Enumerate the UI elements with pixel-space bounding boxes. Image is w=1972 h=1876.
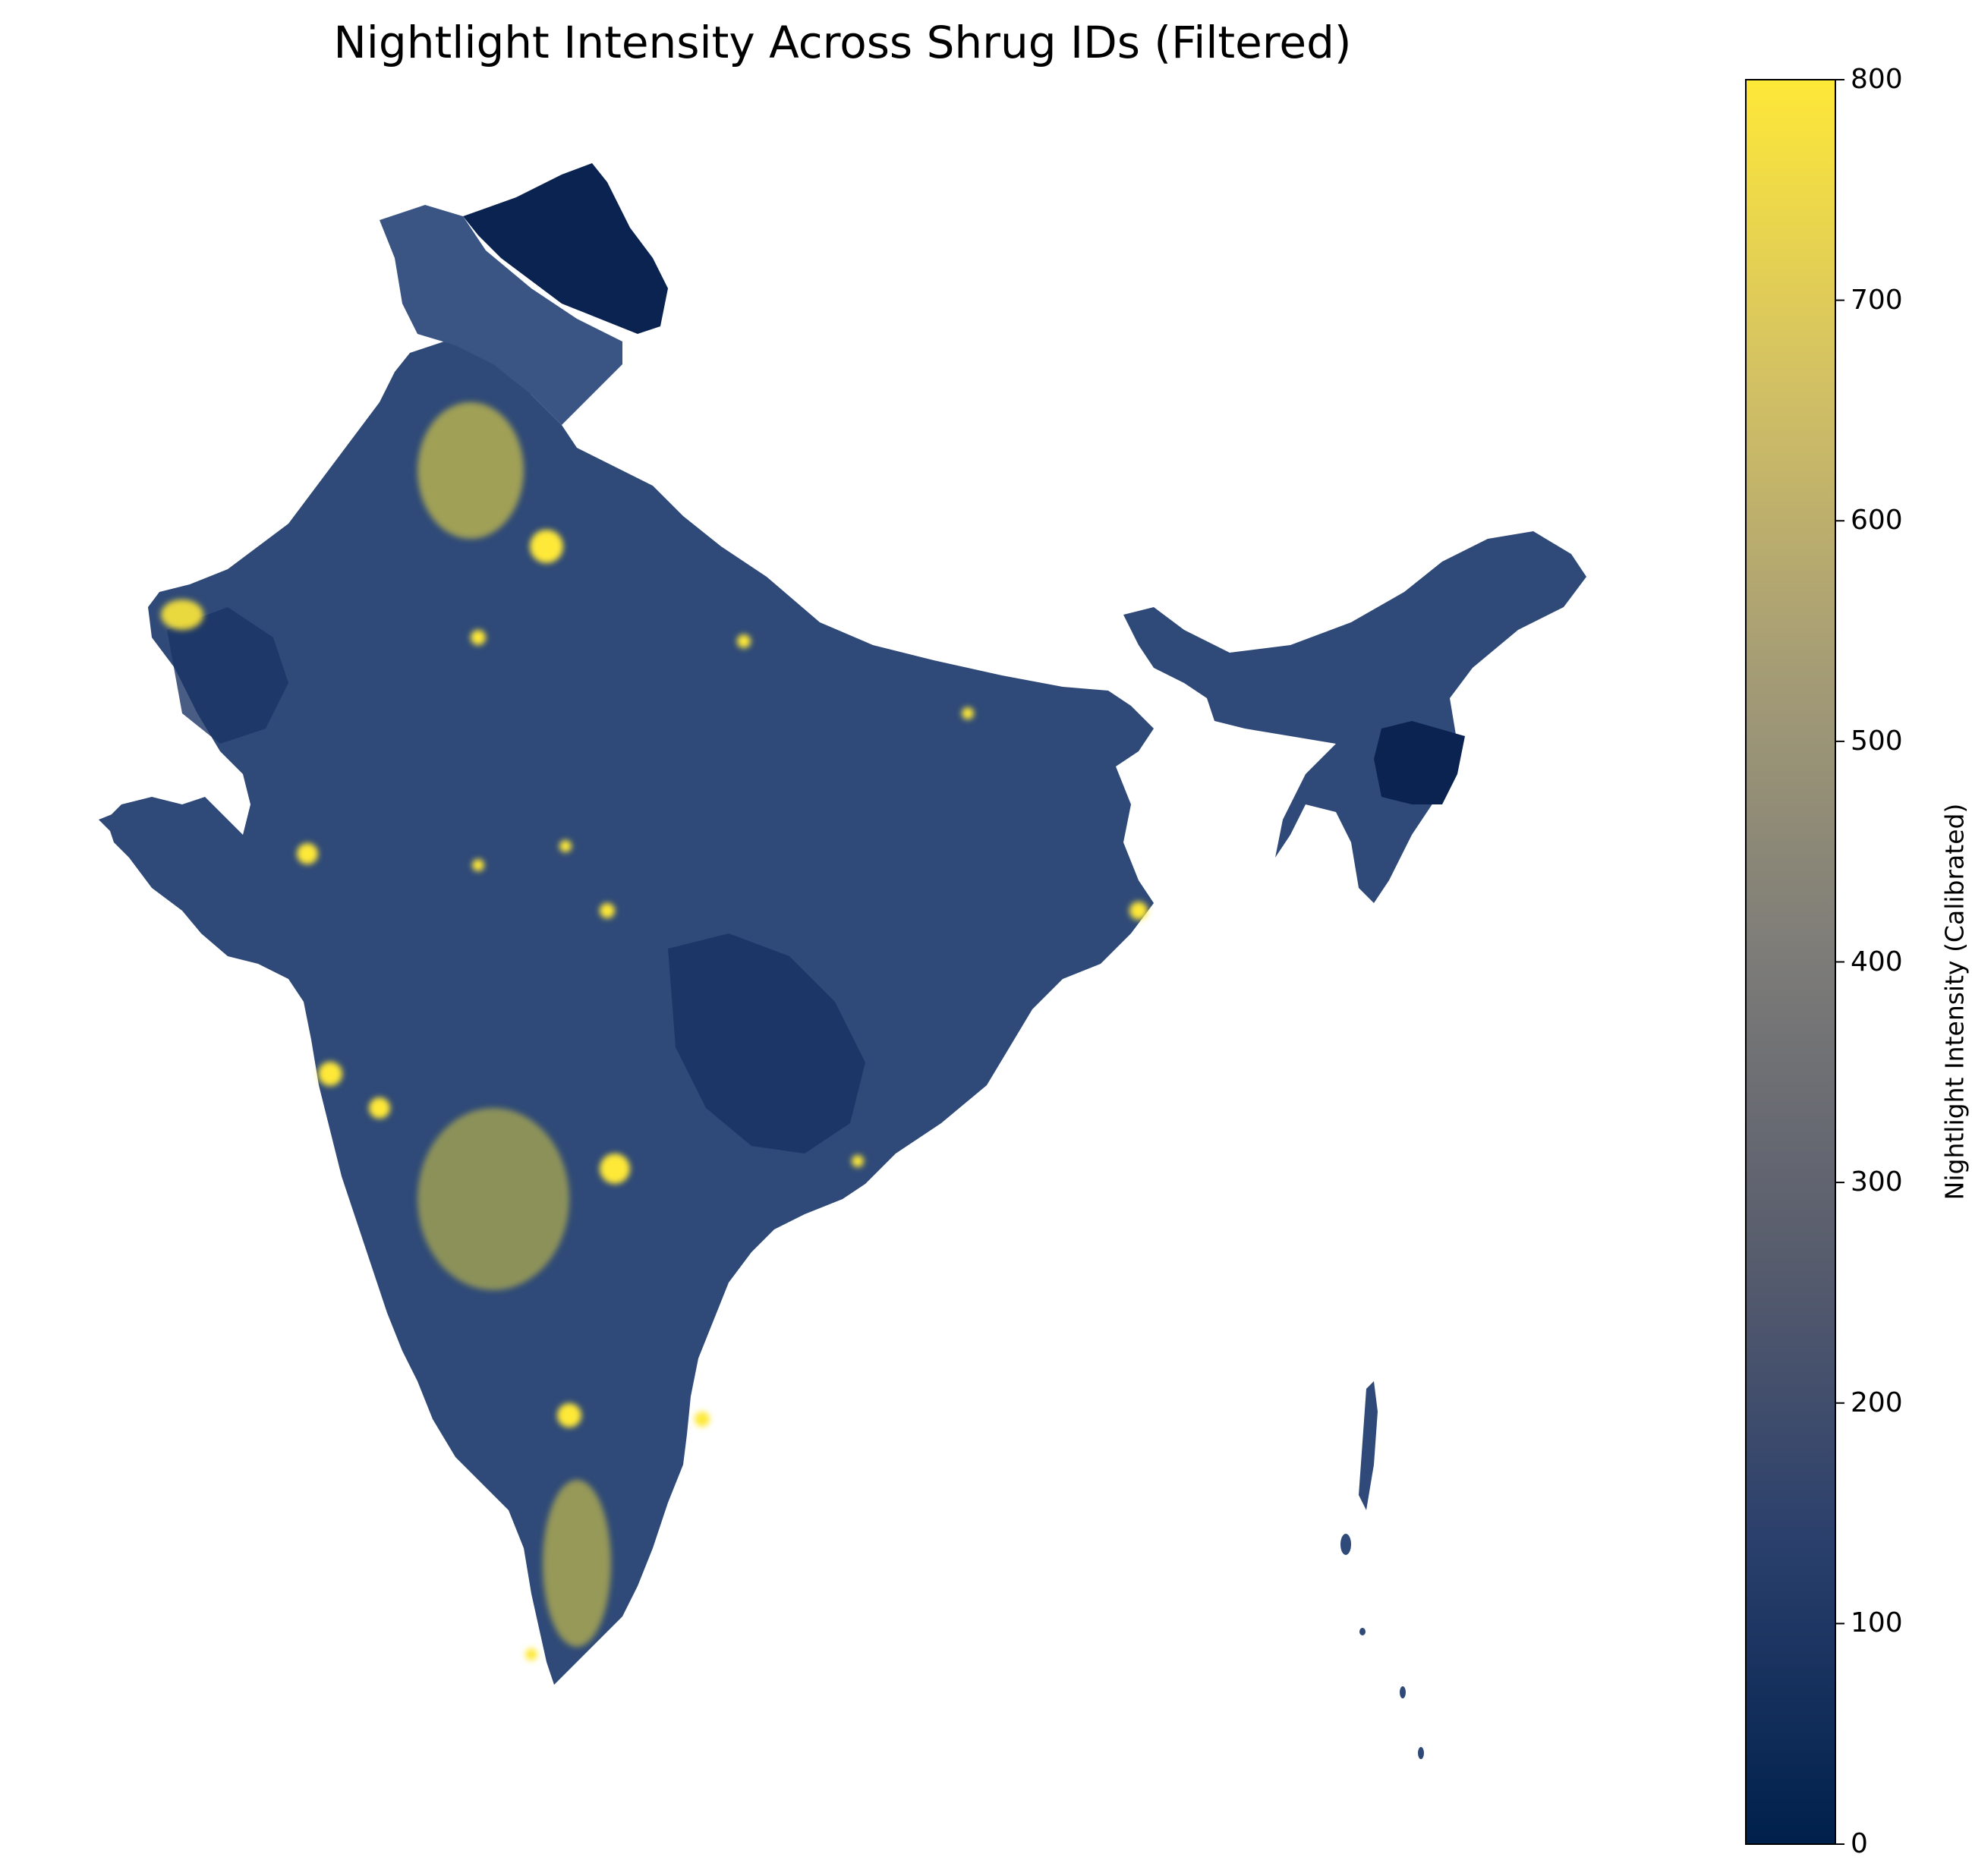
light-lucknow bbox=[737, 634, 751, 648]
andaman-islands bbox=[1359, 1381, 1378, 1510]
light-cluster-south bbox=[543, 1480, 611, 1647]
northern-region bbox=[463, 163, 668, 334]
colorbar-tick-label: 400 bbox=[1851, 946, 1903, 977]
manipur-region bbox=[1374, 721, 1465, 804]
light-pune bbox=[369, 1097, 390, 1119]
dark-central-zone bbox=[668, 933, 865, 1154]
light-bhopal bbox=[559, 840, 572, 852]
nicobar-island-1 bbox=[1359, 1628, 1366, 1635]
northeast-region bbox=[1123, 531, 1586, 903]
light-cluster-deccan bbox=[417, 1108, 569, 1290]
light-delhi bbox=[530, 530, 563, 563]
india-mainland-region bbox=[106, 338, 1154, 1685]
light-patna bbox=[962, 707, 974, 719]
light-indore bbox=[472, 859, 484, 871]
colorbar-tick-label: 600 bbox=[1851, 505, 1903, 537]
colorbar-tick-label: 0 bbox=[1851, 1828, 1868, 1859]
light-vizag bbox=[852, 1155, 864, 1167]
colorbar bbox=[1745, 79, 1836, 1845]
himalayan-region bbox=[380, 205, 622, 425]
light-jaipur bbox=[471, 630, 486, 645]
light-nagpur bbox=[600, 903, 615, 918]
colorbar-tick-label: 200 bbox=[1851, 1387, 1903, 1418]
kutch-region bbox=[99, 804, 235, 850]
light-bangalore bbox=[557, 1403, 581, 1427]
light-ahmedabad bbox=[297, 843, 318, 864]
city-lights bbox=[161, 402, 1148, 1660]
light-kochi bbox=[525, 1648, 537, 1660]
nicobar-island-3 bbox=[1418, 1747, 1424, 1759]
light-mumbai bbox=[318, 1062, 342, 1086]
colorbar-tick-label: 100 bbox=[1851, 1607, 1903, 1639]
light-chennai bbox=[695, 1412, 710, 1427]
map-title: Nightlight Intensity Across Shrug IDs (F… bbox=[333, 17, 1352, 68]
colorbar-ticks bbox=[1835, 79, 1844, 1845]
colorbar-tick-label: 800 bbox=[1851, 64, 1903, 95]
light-kolkata bbox=[1129, 902, 1148, 920]
light-hyderabad bbox=[600, 1154, 630, 1184]
dark-west-zone bbox=[167, 607, 288, 744]
andaman-island-2 bbox=[1340, 1534, 1351, 1555]
colorbar-tick-label: 300 bbox=[1851, 1166, 1903, 1198]
light-cluster-punjab bbox=[417, 402, 524, 539]
light-cluster-kutch bbox=[161, 600, 203, 630]
colorbar-tick-label: 500 bbox=[1851, 725, 1903, 757]
nicobar-island-2 bbox=[1400, 1686, 1406, 1698]
colorbar-tick-label: 700 bbox=[1851, 284, 1903, 316]
colorbar-label: Nightlight Intensity (Calibrated) bbox=[1939, 803, 1970, 1201]
